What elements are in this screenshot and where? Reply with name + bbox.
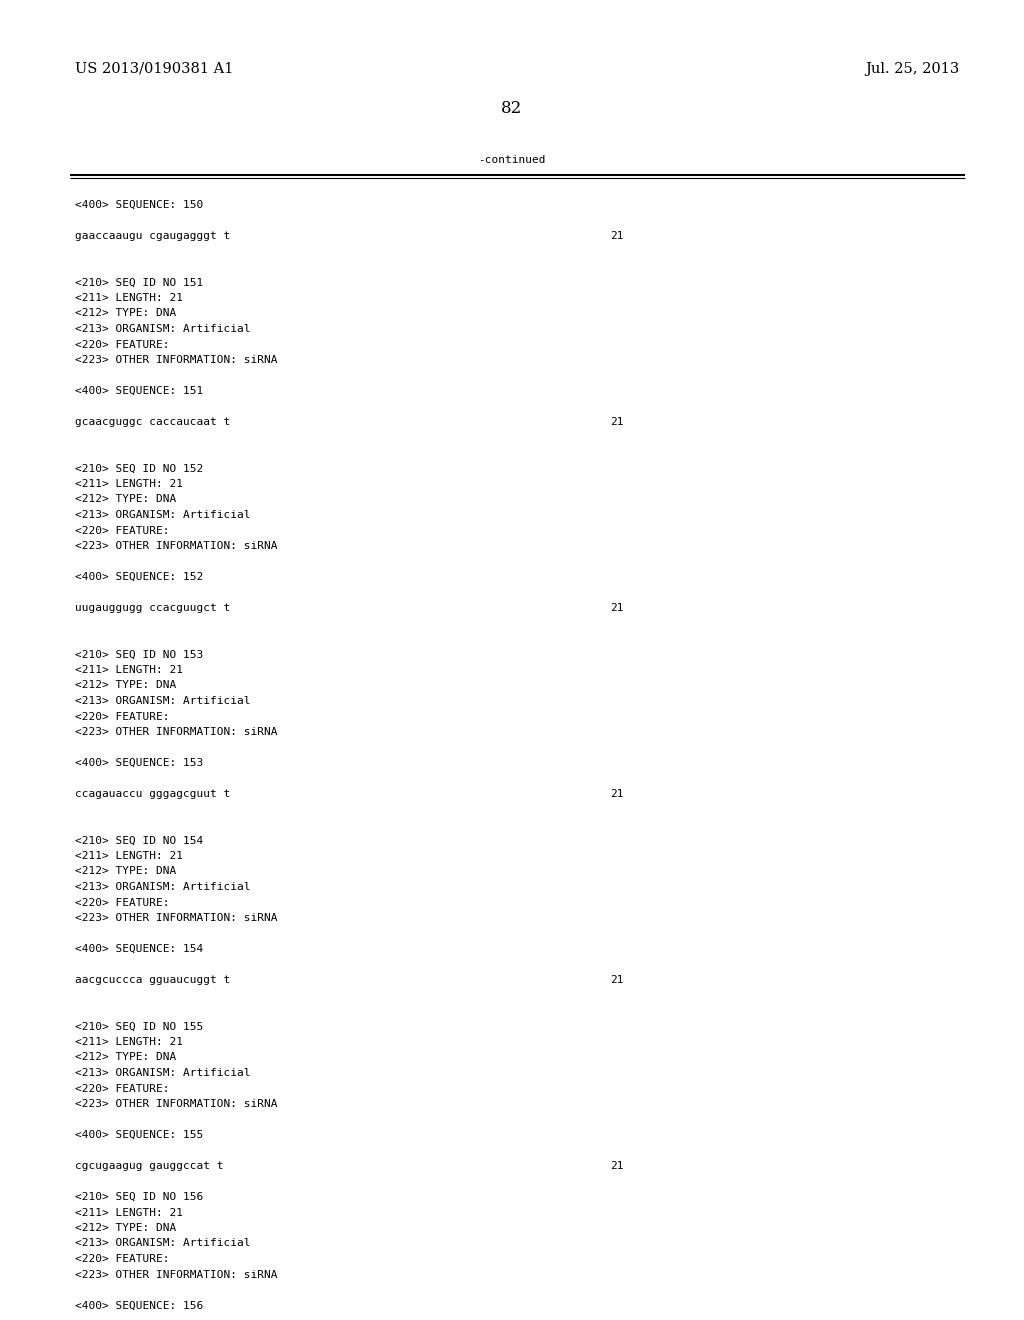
Text: <220> FEATURE:: <220> FEATURE: (75, 711, 170, 722)
Text: gaaccaaugu cgaugagggt t: gaaccaaugu cgaugagggt t (75, 231, 230, 242)
Text: <210> SEQ ID NO 152: <210> SEQ ID NO 152 (75, 463, 203, 474)
Text: <400> SEQUENCE: 150: <400> SEQUENCE: 150 (75, 201, 203, 210)
Text: <211> LENGTH: 21: <211> LENGTH: 21 (75, 665, 183, 675)
Text: ccagauaccu gggagcguut t: ccagauaccu gggagcguut t (75, 789, 230, 799)
Text: 21: 21 (610, 975, 624, 985)
Text: <400> SEQUENCE: 156: <400> SEQUENCE: 156 (75, 1300, 203, 1311)
Text: 21: 21 (610, 789, 624, 799)
Text: <400> SEQUENCE: 154: <400> SEQUENCE: 154 (75, 944, 203, 954)
Text: <213> ORGANISM: Artificial: <213> ORGANISM: Artificial (75, 696, 251, 706)
Text: <210> SEQ ID NO 156: <210> SEQ ID NO 156 (75, 1192, 203, 1203)
Text: US 2013/0190381 A1: US 2013/0190381 A1 (75, 62, 233, 77)
Text: <212> TYPE: DNA: <212> TYPE: DNA (75, 681, 176, 690)
Text: 82: 82 (502, 100, 522, 117)
Text: <213> ORGANISM: Artificial: <213> ORGANISM: Artificial (75, 1238, 251, 1249)
Text: 21: 21 (610, 603, 624, 612)
Text: <213> ORGANISM: Artificial: <213> ORGANISM: Artificial (75, 323, 251, 334)
Text: <400> SEQUENCE: 152: <400> SEQUENCE: 152 (75, 572, 203, 582)
Text: <400> SEQUENCE: 155: <400> SEQUENCE: 155 (75, 1130, 203, 1140)
Text: <223> OTHER INFORMATION: siRNA: <223> OTHER INFORMATION: siRNA (75, 1270, 278, 1279)
Text: uugauggugg ccacguugct t: uugauggugg ccacguugct t (75, 603, 230, 612)
Text: <212> TYPE: DNA: <212> TYPE: DNA (75, 309, 176, 318)
Text: <213> ORGANISM: Artificial: <213> ORGANISM: Artificial (75, 510, 251, 520)
Text: <210> SEQ ID NO 151: <210> SEQ ID NO 151 (75, 277, 203, 288)
Text: 21: 21 (610, 1162, 624, 1171)
Text: <210> SEQ ID NO 153: <210> SEQ ID NO 153 (75, 649, 203, 660)
Text: <212> TYPE: DNA: <212> TYPE: DNA (75, 866, 176, 876)
Text: <211> LENGTH: 21: <211> LENGTH: 21 (75, 1038, 183, 1047)
Text: <212> TYPE: DNA: <212> TYPE: DNA (75, 1052, 176, 1063)
Text: -continued: -continued (478, 154, 546, 165)
Text: <211> LENGTH: 21: <211> LENGTH: 21 (75, 479, 183, 488)
Text: <220> FEATURE:: <220> FEATURE: (75, 339, 170, 350)
Text: <223> OTHER INFORMATION: siRNA: <223> OTHER INFORMATION: siRNA (75, 1100, 278, 1109)
Text: <212> TYPE: DNA: <212> TYPE: DNA (75, 495, 176, 504)
Text: <210> SEQ ID NO 155: <210> SEQ ID NO 155 (75, 1022, 203, 1031)
Text: <220> FEATURE:: <220> FEATURE: (75, 1084, 170, 1093)
Text: <223> OTHER INFORMATION: siRNA: <223> OTHER INFORMATION: siRNA (75, 541, 278, 550)
Text: <220> FEATURE:: <220> FEATURE: (75, 1254, 170, 1265)
Text: Jul. 25, 2013: Jul. 25, 2013 (865, 62, 961, 77)
Text: <223> OTHER INFORMATION: siRNA: <223> OTHER INFORMATION: siRNA (75, 727, 278, 737)
Text: <220> FEATURE:: <220> FEATURE: (75, 898, 170, 908)
Text: <212> TYPE: DNA: <212> TYPE: DNA (75, 1224, 176, 1233)
Text: <213> ORGANISM: Artificial: <213> ORGANISM: Artificial (75, 1068, 251, 1078)
Text: <220> FEATURE:: <220> FEATURE: (75, 525, 170, 536)
Text: aacgcuccca gguaucuggt t: aacgcuccca gguaucuggt t (75, 975, 230, 985)
Text: <211> LENGTH: 21: <211> LENGTH: 21 (75, 293, 183, 304)
Text: <211> LENGTH: 21: <211> LENGTH: 21 (75, 1208, 183, 1217)
Text: <213> ORGANISM: Artificial: <213> ORGANISM: Artificial (75, 882, 251, 892)
Text: <223> OTHER INFORMATION: siRNA: <223> OTHER INFORMATION: siRNA (75, 913, 278, 923)
Text: <210> SEQ ID NO 154: <210> SEQ ID NO 154 (75, 836, 203, 846)
Text: <400> SEQUENCE: 153: <400> SEQUENCE: 153 (75, 758, 203, 768)
Text: <400> SEQUENCE: 151: <400> SEQUENCE: 151 (75, 385, 203, 396)
Text: 21: 21 (610, 417, 624, 426)
Text: cgcugaagug gauggccat t: cgcugaagug gauggccat t (75, 1162, 223, 1171)
Text: <223> OTHER INFORMATION: siRNA: <223> OTHER INFORMATION: siRNA (75, 355, 278, 366)
Text: <211> LENGTH: 21: <211> LENGTH: 21 (75, 851, 183, 861)
Text: 21: 21 (610, 231, 624, 242)
Text: gcaacguggc caccaucaat t: gcaacguggc caccaucaat t (75, 417, 230, 426)
